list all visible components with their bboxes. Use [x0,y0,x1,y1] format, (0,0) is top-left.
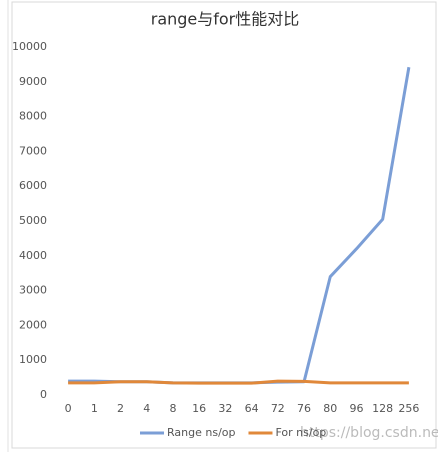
y-tick-label: 10000 [12,40,47,53]
y-tick-label: 8000 [19,110,47,123]
watermark: https://blog.csdn.net/wyg_031113 [300,425,438,441]
x-tick-label: 64 [245,402,259,415]
series-line [68,379,409,385]
y-tick-label: 7000 [19,144,47,157]
x-tick-label: 4 [143,402,150,415]
legend-label: Range ns/op [167,426,235,439]
x-tick-label: 76 [297,402,311,415]
y-tick-label: 5000 [19,214,47,227]
y-tick-label: 4000 [19,249,47,262]
x-tick-label: 0 [65,402,72,415]
y-tick-label: 0 [40,388,47,401]
x-tick-label: 2 [117,402,124,415]
x-tick-label: 16 [192,402,206,415]
x-tick-label: 128 [372,402,393,415]
y-tick-label: 3000 [19,284,47,297]
x-tick-label: 32 [218,402,232,415]
x-tick-label: 96 [349,402,363,415]
chart-title: range与for性能对比 [151,10,300,29]
x-tick-label: 80 [323,402,337,415]
x-tick-label: 8 [169,402,176,415]
y-tick-label: 9000 [19,75,47,88]
x-tick-label: 72 [271,402,285,415]
x-tick-label: 1 [91,402,98,415]
chart-border [11,1,437,449]
y-tick-label: 2000 [19,318,47,331]
legend-label: For ns/op [275,426,326,439]
y-tick-label: 1000 [19,353,47,366]
y-tick-label: 6000 [19,179,47,192]
x-tick-label: 256 [398,402,419,415]
